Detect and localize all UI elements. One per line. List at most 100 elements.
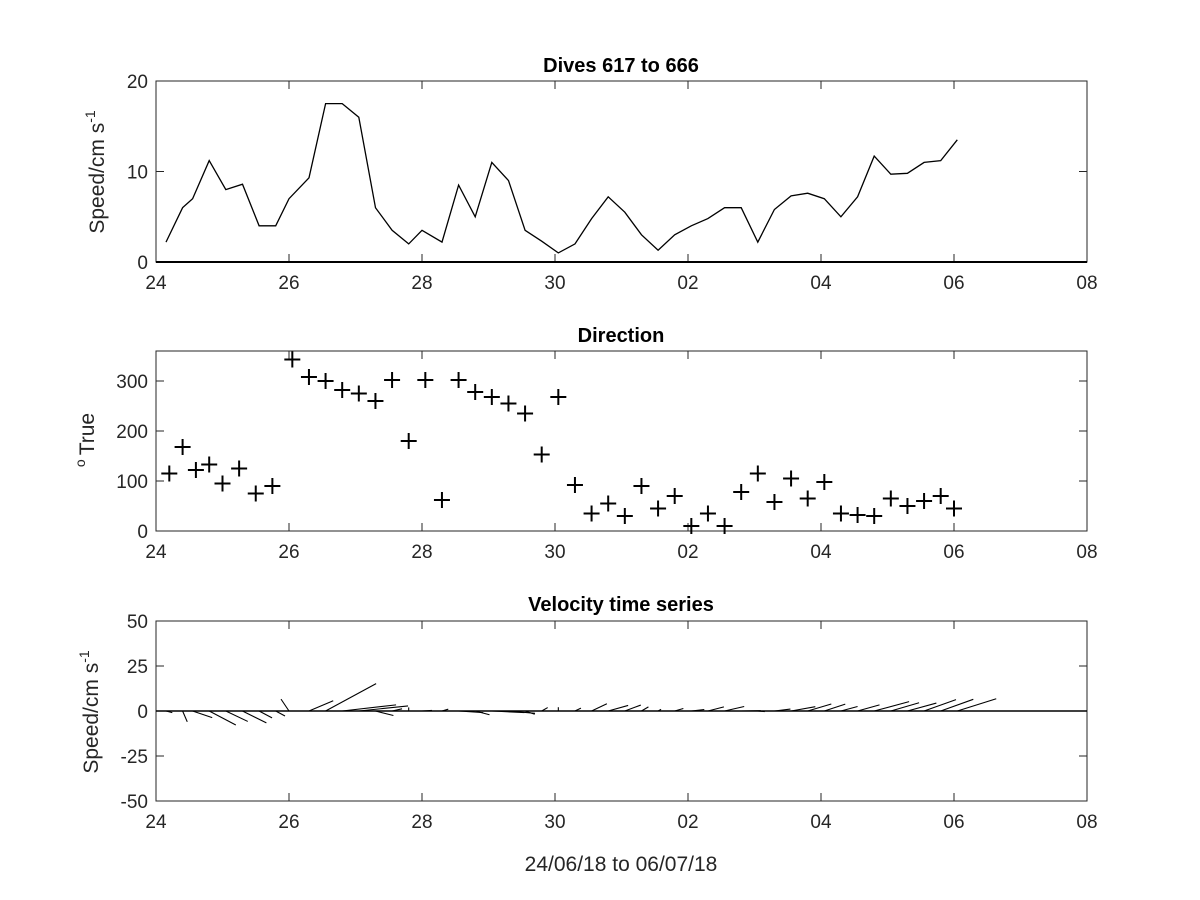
x-tick-label: 30: [544, 812, 565, 833]
direction-point: [816, 474, 833, 490]
direction-point: [284, 351, 301, 368]
y-tick-label: -25: [121, 747, 148, 768]
direction-point: [467, 384, 484, 400]
velocity-stick: [358, 705, 409, 712]
y-tick-label: 0: [137, 522, 148, 543]
velocity-stick: [757, 710, 765, 713]
x-tick-label: 08: [1076, 542, 1097, 563]
direction-point: [899, 498, 916, 514]
x-tick-label: 24: [145, 273, 167, 294]
direction-point: [334, 382, 351, 398]
direction-point: [300, 369, 317, 385]
direction-point: [214, 475, 231, 492]
velocity-stick: [857, 704, 880, 712]
direction-point: [400, 433, 417, 449]
x-tick-label: 30: [544, 542, 565, 563]
direction-point: [566, 477, 583, 493]
velocity-stick: [840, 705, 858, 712]
velocity-stick: [225, 710, 249, 722]
velocity-stick: [657, 708, 662, 712]
x-tick-label: 04: [810, 542, 832, 563]
figure-xlabel: 24/06/18 to 06/07/18: [525, 853, 718, 876]
direction-point: [699, 505, 716, 522]
direction-panel-ylabel-prefix: o: [72, 459, 88, 467]
velocity-stick: [940, 698, 974, 712]
direction-point: [799, 490, 816, 507]
direction-point: [350, 385, 367, 402]
direction-point: [882, 490, 899, 507]
speed-line-panel: Dives 617 to 666 Speed/cm s-1 24 26 28 30 02…: [82, 55, 1098, 294]
x-tick-label: 28: [411, 542, 432, 563]
x-tick-label: 28: [411, 812, 432, 833]
velocity-stick: [208, 710, 237, 726]
velocity-stick: [824, 703, 846, 712]
direction-point: [733, 484, 750, 500]
speed-series-line: [165, 102, 958, 254]
direction-point: [766, 494, 783, 510]
direction-point: [433, 492, 450, 508]
velocity-stick: [375, 710, 394, 717]
x-tick-label: 26: [278, 812, 299, 833]
y-tick-label: 0: [137, 702, 148, 723]
direction-point: [866, 508, 883, 524]
svg-text:Speed/cm s-1: Speed/cm s-1: [82, 110, 109, 234]
velocity-stick: [774, 708, 791, 712]
direction-point: [483, 389, 500, 405]
velocity-stick: [475, 710, 490, 716]
direction-point: [916, 493, 933, 509]
velocity-stick: [608, 704, 629, 712]
x-tick-label: 08: [1076, 812, 1097, 833]
velocity-stick: [165, 710, 173, 714]
direction-point: [201, 456, 218, 473]
velocity-stick: [258, 710, 273, 719]
x-tick-label: 06: [943, 273, 964, 294]
direction-point: [450, 372, 467, 388]
velocity-stick: [724, 705, 745, 712]
direction-point: [500, 395, 517, 412]
y-tick-label: 50: [127, 612, 148, 633]
x-tick-label: 28: [411, 273, 432, 294]
velocity-stick: [574, 707, 582, 712]
direction-point: [946, 500, 962, 517]
x-tick-label: 04: [810, 273, 832, 294]
velocity-stick: [541, 707, 548, 712]
velocity-stick: [890, 702, 920, 712]
velocity-stick: [192, 710, 213, 719]
direction-point: [231, 460, 248, 477]
y-tick-label: 20: [127, 72, 148, 93]
velocity-stick: [280, 698, 290, 712]
velocity-stick: [874, 701, 910, 712]
velocity-stick: [524, 710, 535, 715]
direction-point: [247, 485, 264, 502]
velocity-panel-title: Velocity time series: [528, 594, 714, 616]
speed-panel-title: Dives 617 to 666: [543, 55, 699, 77]
y-tick-label: 10: [127, 163, 148, 184]
x-tick-label: 08: [1076, 273, 1097, 294]
direction-point: [683, 518, 700, 534]
direction-point: [264, 478, 281, 494]
velocity-stick: [641, 706, 649, 712]
axes-box: [155, 350, 1088, 532]
x-tick-label: 24: [145, 812, 167, 833]
speed-panel-ylabel: Speed/cm s-1: [82, 110, 109, 234]
velocity-stick: [342, 704, 397, 712]
direction-point: [161, 465, 178, 482]
velocity-stick: [674, 707, 684, 712]
direction-point: [550, 389, 567, 405]
direction-point: [666, 488, 683, 504]
velocity-stick: [923, 699, 957, 712]
svg-text:Speed/cm s-1: Speed/cm s-1: [76, 650, 103, 774]
direction-scatter-panel: Direction o True 24 26 28 30 02 04 06 08 0 100 200 3…: [72, 325, 1098, 563]
direction-point: [517, 405, 534, 422]
x-tick-label: 02: [677, 812, 698, 833]
direction-point: [174, 439, 191, 455]
x-tick-label: 02: [677, 542, 698, 563]
speed-panel-ylabel-text: Speed/cm s: [86, 123, 109, 234]
velocity-stick: [441, 708, 449, 712]
velocity-stick: [308, 700, 334, 712]
direction-point: [187, 462, 204, 478]
x-tick-label: 26: [278, 542, 299, 563]
speed-panel-ylabel-sup: -1: [82, 110, 98, 123]
velocity-stick: [391, 708, 403, 712]
